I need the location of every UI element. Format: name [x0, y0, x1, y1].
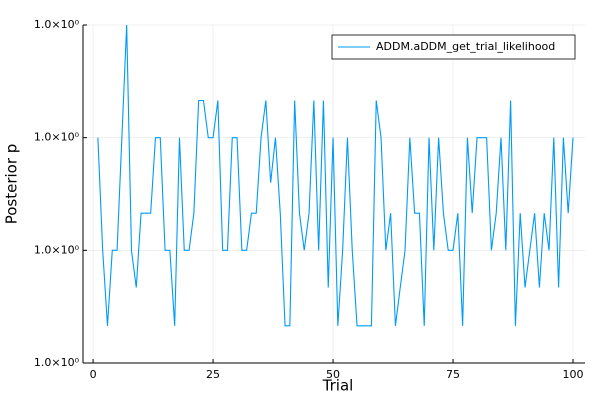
x-tick-label: 75 [446, 368, 460, 381]
x-tick-label: 0 [90, 368, 97, 381]
y-tick-label: 1.0×10⁰ [34, 131, 80, 144]
y-tick-label: 1.0×10⁰ [34, 356, 80, 369]
x-axis-label: Trial [322, 377, 354, 395]
data-line [97, 24, 574, 327]
y-tick-label: 1.0×10⁰ [34, 243, 80, 256]
legend-label: ADDM.aDDM_get_trial_likelihood [376, 40, 555, 53]
x-tick-label: 50 [326, 368, 340, 381]
y-axis-label: Posterior p [3, 144, 21, 225]
x-tick-label: 100 [563, 368, 584, 381]
x-tick-label: 25 [206, 368, 220, 381]
y-tick-label: 1.0×10⁰ [34, 18, 80, 31]
legend-box [331, 34, 576, 60]
